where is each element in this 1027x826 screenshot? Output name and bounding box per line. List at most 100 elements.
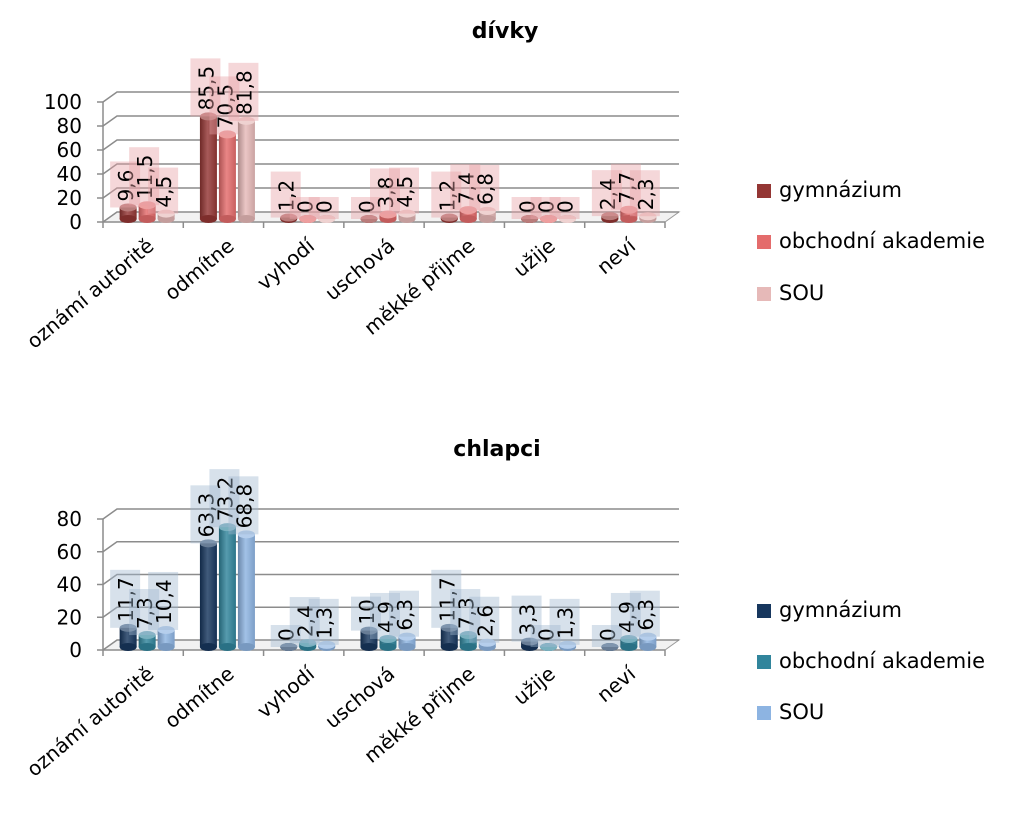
data-label-text: 6,3 [634, 599, 658, 631]
data-label-text: 11,7 [435, 577, 459, 622]
bar-chlapci-s2-c2 [318, 640, 336, 651]
data-label-chlapci-s1-c6: 4,9 [610, 592, 641, 639]
bar-divky-s0-c6 [601, 212, 619, 223]
data-label-chlapci-s0-c3: 10 [351, 596, 381, 631]
bar-divky-s1-c2 [299, 215, 317, 223]
bar-chlapci-s0-c3 [360, 626, 378, 651]
gridline [102, 508, 679, 520]
bar-chlapci-s2-c5 [559, 640, 577, 651]
data-label-text: 6,8 [473, 173, 497, 205]
data-label-text: 0 [275, 628, 299, 641]
y-tick-label: 40 [57, 162, 82, 186]
bar-chlapci-s2-c6 [639, 632, 657, 651]
legend-swatch [757, 706, 771, 720]
bar-chlapci-s0-c1 [199, 539, 217, 651]
legend-swatch [757, 235, 771, 249]
data-label-chlapci-s1-c3: 4,9 [370, 592, 400, 639]
x-category-label: užije [509, 661, 560, 709]
gridline [102, 541, 679, 553]
data-label-divky-s2-c4: 6,8 [469, 164, 500, 211]
data-label-text: 10 [355, 599, 379, 624]
data-label-text: 7,3 [454, 597, 478, 629]
data-label-divky-s1-c0: 11,5 [129, 147, 160, 206]
data-label-divky-s0-c1: 85,5 [190, 58, 221, 117]
bar-divky-s0-c0 [119, 203, 137, 223]
data-label-chlapci-s2-c4: 2,6 [469, 596, 500, 643]
data-label-chlapci-s1-c4: 7,3 [450, 589, 481, 636]
gridline [102, 187, 679, 199]
data-label-divky-s0-c4: 1,2 [431, 171, 462, 218]
gridline [102, 163, 679, 175]
bar-divky-s2-c2 [318, 215, 336, 223]
data-label-text: 1,2 [435, 180, 459, 212]
bar-chlapci-s0-c5 [521, 637, 539, 651]
legend-item-chlapci-1: obchodní akademie [757, 649, 985, 673]
legend-label: obchodní akademie [779, 649, 985, 673]
y-tick-label: 0 [69, 210, 82, 234]
data-label-chlapci-s2-c6: 6,3 [629, 590, 660, 637]
data-label-chlapci-s2-c0: 10,4 [148, 571, 179, 630]
legend-swatch [757, 287, 771, 301]
x-category-label: uschová [320, 233, 399, 305]
bar-divky-s2-c4 [478, 206, 496, 223]
data-label-text: 0 [355, 200, 379, 213]
legend-item-divky-1: obchodní akademie [757, 229, 985, 253]
x-category-label: neví [592, 661, 641, 708]
data-label-chlapci-s0-c4: 11,7 [431, 569, 462, 628]
data-label-chlapci-s1-c5: 0 [530, 625, 561, 647]
data-label-text: 0 [554, 200, 578, 213]
data-label-text: 6,3 [393, 599, 417, 631]
data-label-text: 7,3 [133, 597, 157, 629]
bar-chlapci-s1-c3 [379, 634, 397, 651]
data-label-divky-s0-c6: 2,4 [591, 170, 622, 217]
y-tick-label: 0 [69, 638, 82, 662]
x-category-label: oznámí autoritě [22, 233, 158, 353]
data-label-text: 11,7 [114, 577, 138, 622]
chart-title-chlapci: chlapci [453, 437, 540, 462]
data-label-text: 3,3 [516, 604, 540, 636]
data-label-chlapci-s1-c2: 2,4 [289, 597, 320, 644]
legend-item-chlapci-2: SOU [757, 700, 824, 724]
y-tick-label: 60 [57, 138, 82, 162]
data-label-chlapci-s2-c2: 1,3 [308, 598, 339, 645]
bar-chlapci-s2-c4 [478, 638, 496, 651]
bar-divky-s1-c0 [138, 201, 156, 223]
data-label-text: 4,5 [393, 176, 417, 208]
data-label-chlapci-s1-c0: 7,3 [129, 589, 160, 636]
bar-divky-s0-c4 [440, 213, 458, 223]
data-label-text: 1,3 [313, 607, 337, 639]
data-label-text: 2,4 [294, 605, 318, 637]
data-label-text: 70,5 [213, 84, 237, 129]
legend-label: SOU [779, 281, 824, 305]
data-label-text: 10,4 [152, 579, 176, 624]
data-label-text: 9,6 [114, 170, 138, 202]
bar-divky-s2-c0 [157, 209, 175, 223]
data-label-chlapci-s1-c1: 73,2 [209, 469, 240, 528]
legend-swatch [757, 604, 771, 618]
x-category-label: odmítne [160, 233, 239, 305]
legend-item-chlapci-0: gymnázium [757, 598, 902, 622]
bar-chlapci-s0-c0 [119, 623, 137, 651]
y-tick-label: 60 [57, 540, 82, 564]
legend-swatch [757, 655, 771, 669]
data-label-chlapci-s2-c1: 68,8 [228, 476, 259, 535]
bar-chlapci-s0-c4 [440, 623, 458, 651]
bar-chlapci-s1-c0 [138, 631, 156, 651]
bar-divky-s2-c1 [237, 116, 255, 223]
legend-item-divky-0: gymnázium [757, 178, 902, 202]
data-label-divky-s1-c4: 7,4 [450, 164, 481, 211]
bar-divky-s0-c2 [280, 213, 298, 223]
bar-divky-s2-c6 [639, 212, 657, 223]
bar-chlapci-s2-c3 [398, 632, 416, 651]
data-label-text: 4,9 [374, 601, 398, 633]
bar-chlapci-s1-c4 [459, 631, 477, 651]
x-category-label: odmítne [160, 661, 239, 733]
data-label-divky-s2-c5: 0 [549, 197, 580, 219]
y-tick-label: 80 [57, 507, 82, 531]
bar-divky-s0-c5 [521, 215, 539, 223]
bar-divky-s1-c6 [620, 205, 638, 223]
y-tick-label: 40 [57, 573, 82, 597]
legend-label: SOU [779, 700, 824, 724]
